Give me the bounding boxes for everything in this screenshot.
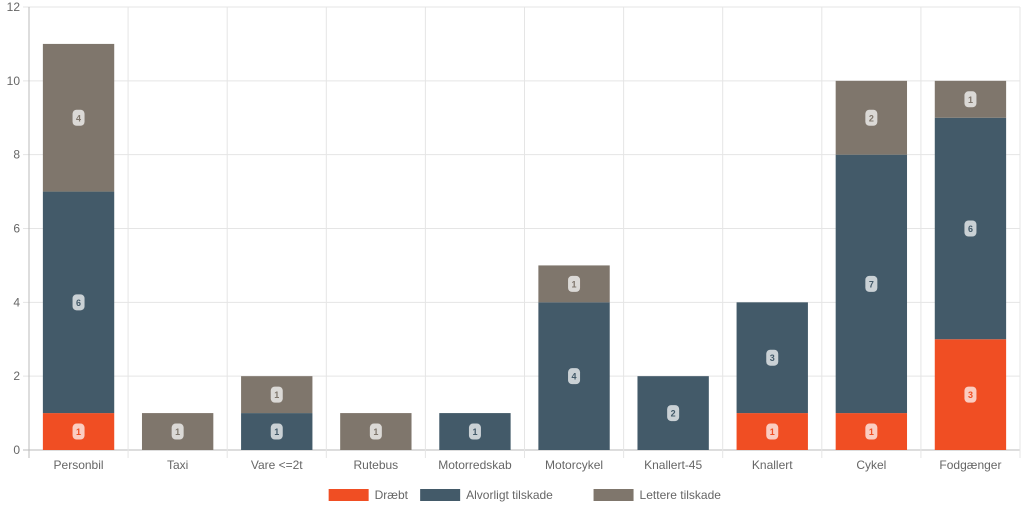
x-tick-label: Vare <=2t: [251, 458, 303, 472]
data-label: 1: [572, 279, 577, 289]
data-label-box: [468, 423, 481, 440]
data-label: 7: [869, 279, 874, 289]
y-tick-label: 8: [13, 148, 20, 162]
x-tick-label: Motorcykel: [545, 458, 603, 472]
data-label: 3: [770, 353, 775, 363]
data-label-box: [270, 386, 283, 403]
data-label-box: [865, 423, 878, 440]
data-label-box: [865, 109, 878, 126]
data-label: 1: [175, 427, 180, 437]
data-label-box: [766, 423, 779, 440]
data-label-box: [964, 91, 977, 108]
data-label-box: [964, 386, 977, 403]
legend-label: Lettere tilskade: [640, 488, 722, 502]
data-label-box: [964, 220, 977, 237]
y-tick-label: 10: [7, 74, 21, 88]
data-label: 2: [671, 409, 676, 419]
data-label: 3: [968, 390, 973, 400]
y-tick-label: 12: [7, 0, 21, 14]
data-label-box: [865, 275, 878, 292]
legend-swatch: [420, 489, 461, 501]
data-label: 6: [968, 224, 973, 234]
data-label-box: [270, 423, 283, 440]
data-label-box: [667, 405, 680, 422]
data-label-box: [766, 349, 779, 366]
legend-swatch: [328, 489, 369, 501]
grid: [23, 6, 1021, 458]
data-label-box: [72, 294, 85, 311]
data-label: 1: [770, 427, 775, 437]
data-label-box: [72, 423, 85, 440]
data-label: 6: [76, 298, 81, 308]
data-label-box: [72, 109, 85, 126]
x-tick-label: Motorredskab: [438, 458, 512, 472]
y-tick-label: 2: [13, 369, 20, 383]
data-label: 1: [373, 427, 378, 437]
data-label-box: [568, 368, 581, 385]
y-tick-label: 6: [13, 222, 20, 236]
data-label: 4: [76, 113, 81, 123]
x-tick-label: Personbil: [54, 458, 104, 472]
legend-item[interactable]: Alvorligt tilskade: [420, 488, 553, 502]
data-label: 1: [274, 427, 279, 437]
data-label: 1: [274, 390, 279, 400]
data-label-box: [369, 423, 382, 440]
data-label-box: [568, 275, 581, 292]
x-tick-label: Rutebus: [353, 458, 398, 472]
data-label: 1: [472, 427, 477, 437]
legend-item[interactable]: Lettere tilskade: [593, 488, 722, 502]
x-tick-label: Fodgænger: [939, 458, 1001, 472]
data-label-box: [171, 423, 184, 440]
legend[interactable]: Dræbt Alvorligt tilskade Lettere tilskade: [328, 488, 722, 502]
x-tick-label: Taxi: [167, 458, 188, 472]
legend-label: Dræbt: [375, 488, 409, 502]
bars: 1 6 4 1 1 1 1 1 4 1 2 1 3 1 7 2 3 6 1: [42, 43, 1007, 450]
data-label: 1: [76, 427, 81, 437]
legend-swatch: [593, 489, 634, 501]
x-tick-label: Knallert: [752, 458, 793, 472]
data-label: 1: [968, 95, 973, 105]
legend-label: Alvorligt tilskade: [466, 488, 553, 502]
data-label: 2: [869, 113, 874, 123]
data-label: 1: [869, 427, 874, 437]
data-label: 4: [572, 372, 577, 382]
y-tick-label: 0: [13, 443, 20, 457]
legend-item[interactable]: Dræbt: [328, 488, 409, 502]
x-tick-label: Knallert-45: [644, 458, 702, 472]
x-tick-label: Cykel: [856, 458, 886, 472]
y-tick-label: 4: [13, 295, 20, 309]
